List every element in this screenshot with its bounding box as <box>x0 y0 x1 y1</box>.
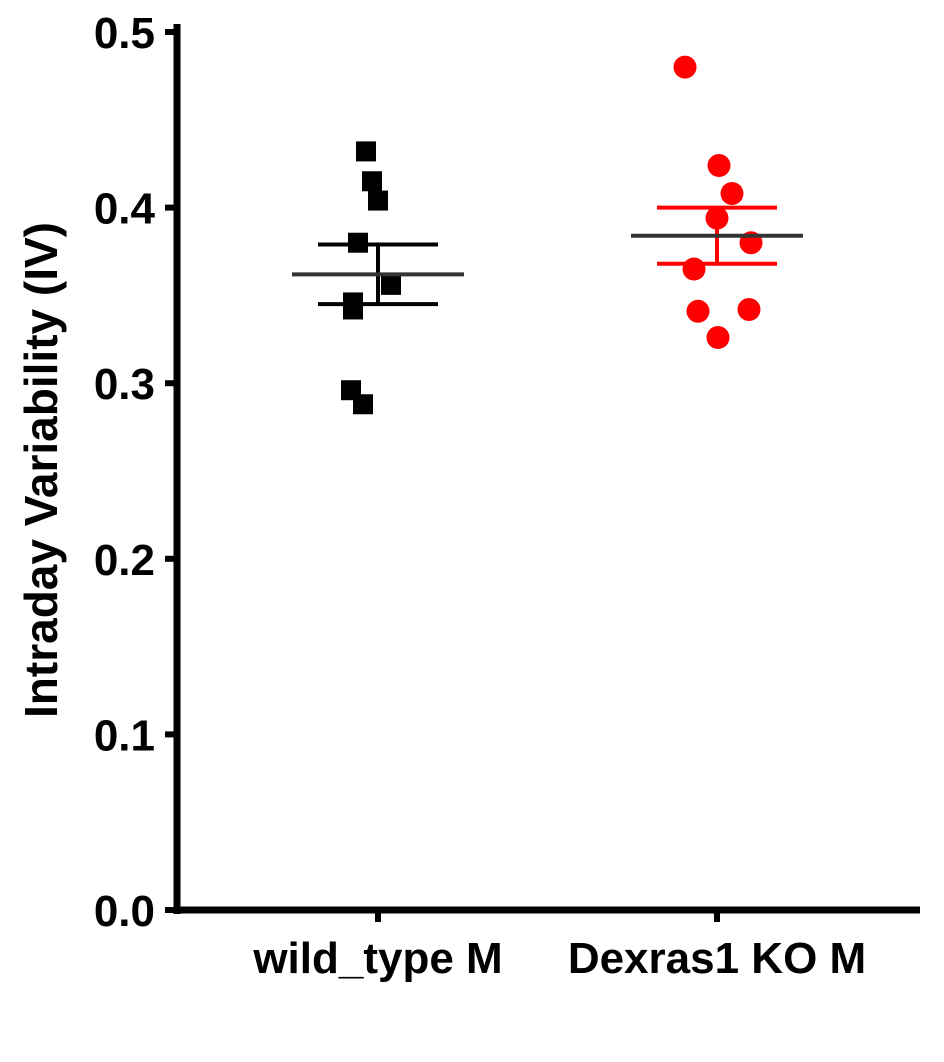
y-tick-label: 0.0 <box>94 887 155 936</box>
y-tick-label: 0.3 <box>94 360 155 409</box>
y-tick-label: 0.2 <box>94 536 155 585</box>
plot-area <box>292 55 803 415</box>
y-tick-label: 0.5 <box>94 9 155 58</box>
x-axis: wild_type M Dexras1 KO M <box>174 906 920 983</box>
data-point <box>673 55 697 79</box>
x-tick-label: wild_type M <box>252 934 502 983</box>
series-dexras1-ko <box>631 55 803 350</box>
data-point <box>737 297 761 321</box>
data-point <box>682 257 706 281</box>
y-axis-label: Intraday Variability (IV) <box>15 222 67 718</box>
series-wild-type <box>292 141 464 415</box>
data-point <box>707 153 731 177</box>
data-point <box>368 190 388 211</box>
data-point <box>686 299 710 323</box>
data-point <box>705 206 729 230</box>
y-axis: 0.0 0.1 0.2 0.3 0.4 0.5 <box>94 9 181 936</box>
y-tick-label: 0.1 <box>94 711 155 760</box>
data-point <box>353 394 373 415</box>
data-point <box>356 141 376 162</box>
data-point <box>381 274 401 295</box>
data-point <box>348 232 368 253</box>
data-point <box>362 171 382 192</box>
data-point <box>720 182 744 206</box>
x-tick-label: Dexras1 KO M <box>568 934 866 983</box>
data-point <box>343 299 363 320</box>
data-point <box>706 326 730 350</box>
y-tick-label: 0.4 <box>94 185 156 234</box>
